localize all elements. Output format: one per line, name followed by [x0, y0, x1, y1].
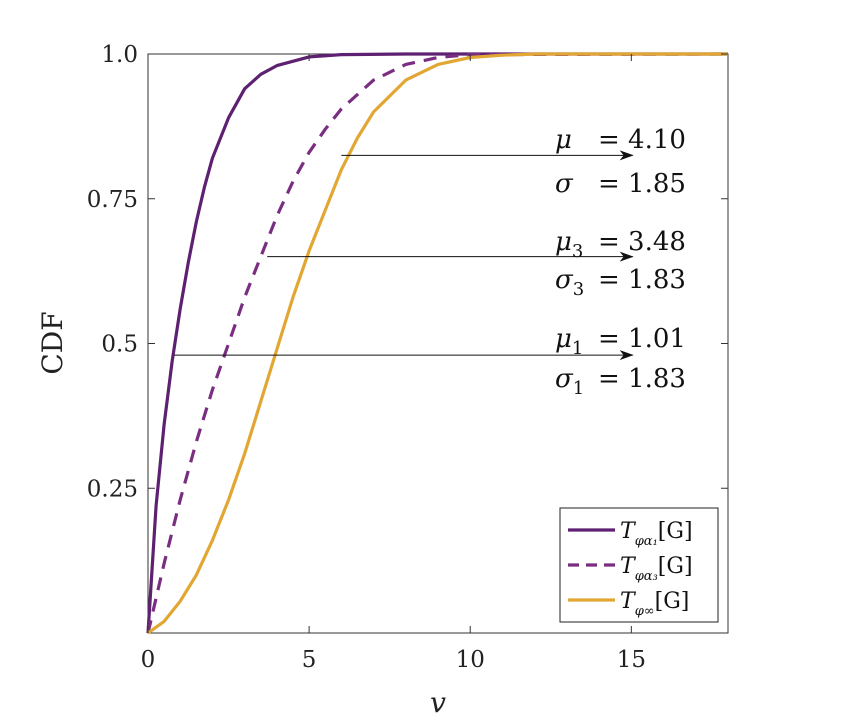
y-tick-label: 0.75 [87, 187, 138, 213]
x-tick-label: 15 [617, 647, 646, 673]
y-axis-label: CDF [36, 311, 69, 374]
annotation-value: = 3.48 [598, 227, 686, 257]
y-tick-label: 0.25 [87, 476, 138, 502]
y-tick-label: 1.0 [101, 42, 138, 68]
annotation-value: = 1.83 [598, 364, 686, 394]
series-layer [146, 52, 729, 635]
annotation-value: = 4.10 [598, 125, 686, 155]
annotation-value: = 1.83 [598, 265, 686, 295]
y-tick-label: 0.5 [101, 332, 138, 358]
annotation-symbol: μ1 [555, 324, 583, 359]
ticks-layer: 0 5 10 15 0.25 0.5 0.75 1.0 [87, 42, 728, 673]
x-tick-label: 10 [456, 647, 485, 673]
series-line-1 [146, 52, 728, 634]
annotation-symbol: μ [555, 125, 572, 155]
x-tick-label: 0 [141, 647, 156, 673]
annotation-symbol: σ3 [555, 265, 584, 300]
annotation-value: = 1.85 [598, 169, 686, 199]
annotation-layer: μ = 4.10 σ = 1.85 μ3 = 3.48 σ3 = 1.83 μ1 = 1.01 σ1… [173, 125, 686, 399]
annotation-value: = 1.01 [598, 324, 686, 354]
series-line-2 [146, 52, 729, 634]
annotation-symbol: σ1 [555, 364, 584, 399]
legend-label-1: Tφα₁[G] [620, 519, 693, 549]
legend: Tφα₁[G] Tφα₃[G] Tφ∞[G] [559, 507, 719, 623]
annotation-symbol: σ [555, 169, 574, 199]
legend-label-2: Tφα₃[G] [620, 554, 693, 584]
series-line-3 [147, 52, 728, 635]
x-tick-label: 5 [302, 647, 317, 673]
x-axis-label: v [430, 686, 446, 719]
annotation-symbol: μ3 [555, 227, 583, 262]
legend-label-3: Tφ∞[G] [620, 589, 689, 619]
